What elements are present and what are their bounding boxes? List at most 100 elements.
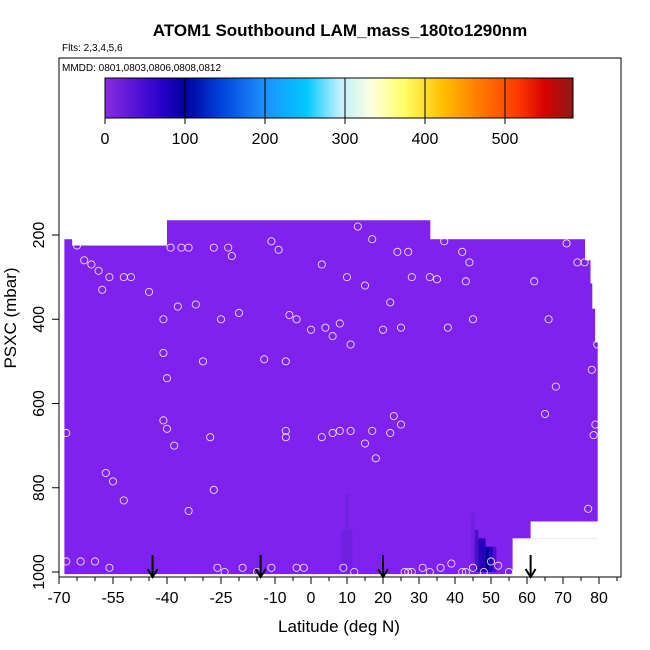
sample-point [162,424,172,433]
sample-point [274,245,283,254]
enhanced-cell [489,546,493,572]
sample-point [407,567,416,577]
y-tick-label: 1000 [31,554,48,590]
sample-point [396,420,406,429]
y-tick-label: 200 [31,222,48,249]
sample-point [418,563,427,572]
sample-point [184,506,193,515]
sample-point [80,256,89,265]
y-axis: 200 400 600 800 1000 [31,222,60,590]
sample-point [306,325,316,334]
x-tick-label: 80 [590,590,608,607]
enhanced-cell [345,494,349,572]
x-tick-label: -25 [209,590,232,607]
x-axis: -70 -55 -40 -25 -10 0 10 20 30 40 50 60 70 80 [47,576,618,607]
sample-point [368,235,377,244]
sample-point [407,273,416,282]
x-tick-label: 60 [518,590,536,607]
sample-point [260,355,269,364]
sample-point [443,323,452,332]
sample-point [94,266,103,275]
sample-point [108,477,118,486]
fill-column [167,220,431,575]
sample-point [544,315,553,324]
sample-point [584,504,593,513]
sample-point [72,241,82,250]
sample-point [486,557,496,566]
sample-point [119,496,128,505]
sample-point [479,567,488,577]
colorbar: 0 100 200 300 400 500 [101,77,574,148]
sample-point [281,433,290,442]
colorbar-tick-label: 400 [412,131,439,148]
sample-point [353,222,362,231]
sample-point [281,426,290,435]
sample-point [425,567,434,577]
sample-point [126,273,136,282]
sample-point [562,239,571,248]
x-tick-label: 0 [307,590,316,607]
y-axis-label: PSXC (mbar) [1,267,20,368]
colorbar-tick-label: 200 [252,131,279,148]
sample-point [504,567,514,577]
sample-point [155,230,164,240]
sample-point [281,357,290,366]
sample-point [335,426,344,435]
sample-point [227,252,236,261]
sample-point [62,428,71,438]
enhanced-cell [471,513,475,572]
sample-point [587,525,596,534]
fill-column [584,260,591,575]
enhanced-cell [478,538,482,572]
x-tick-label: -70 [47,590,70,607]
x-tick-label: 20 [374,590,392,607]
x-tick-label: -55 [101,590,124,607]
sample-point [342,273,352,282]
sample-point [98,285,107,294]
sample-point [105,273,114,282]
dates-label: MMDD: 0801,0803,0806,0808,0812 [62,63,221,74]
sample-point [368,426,377,435]
enhanced-cell [492,546,497,572]
colorbar-gradient [104,77,574,119]
x-axis-label: Latitude (deg N) [278,617,400,636]
sample-point [346,426,355,435]
sample-point [299,563,308,572]
sample-point [589,431,598,440]
sample-point [591,420,600,429]
sample-point [144,287,154,296]
sample-point [216,315,226,324]
colorbar-ticks: 0 100 200 300 400 500 [101,78,519,148]
sample-point [285,310,294,320]
x-tick-label: 30 [410,590,428,607]
sample-point [209,485,218,494]
colorbar-tick-label: 500 [492,131,519,148]
sample-point [389,412,398,421]
enhanced-cell [474,529,479,572]
sample-point [267,563,276,572]
enhanced-cell [348,529,353,572]
sample-point [101,468,110,478]
sample-point [458,567,467,577]
sample-point [159,416,168,425]
sample-point [404,247,413,256]
sample-point [191,300,200,309]
sample-point [580,258,589,267]
sample-point [267,237,276,246]
fill-column [591,308,596,575]
x-tick-label: -10 [263,590,286,607]
sample-point [321,323,330,332]
sample-point [530,277,539,286]
flights-label: Flts: 2,3,4,5,6 [62,43,123,54]
x-tick-label: 10 [338,590,356,607]
sample-point [540,409,550,419]
sample-point [234,308,244,317]
sample-point [468,315,478,324]
sample-point [159,315,168,324]
sample-point [386,428,395,438]
sample-point [386,298,395,307]
sample-point [515,563,524,572]
sample-point [436,563,445,572]
sample-point [432,275,442,284]
